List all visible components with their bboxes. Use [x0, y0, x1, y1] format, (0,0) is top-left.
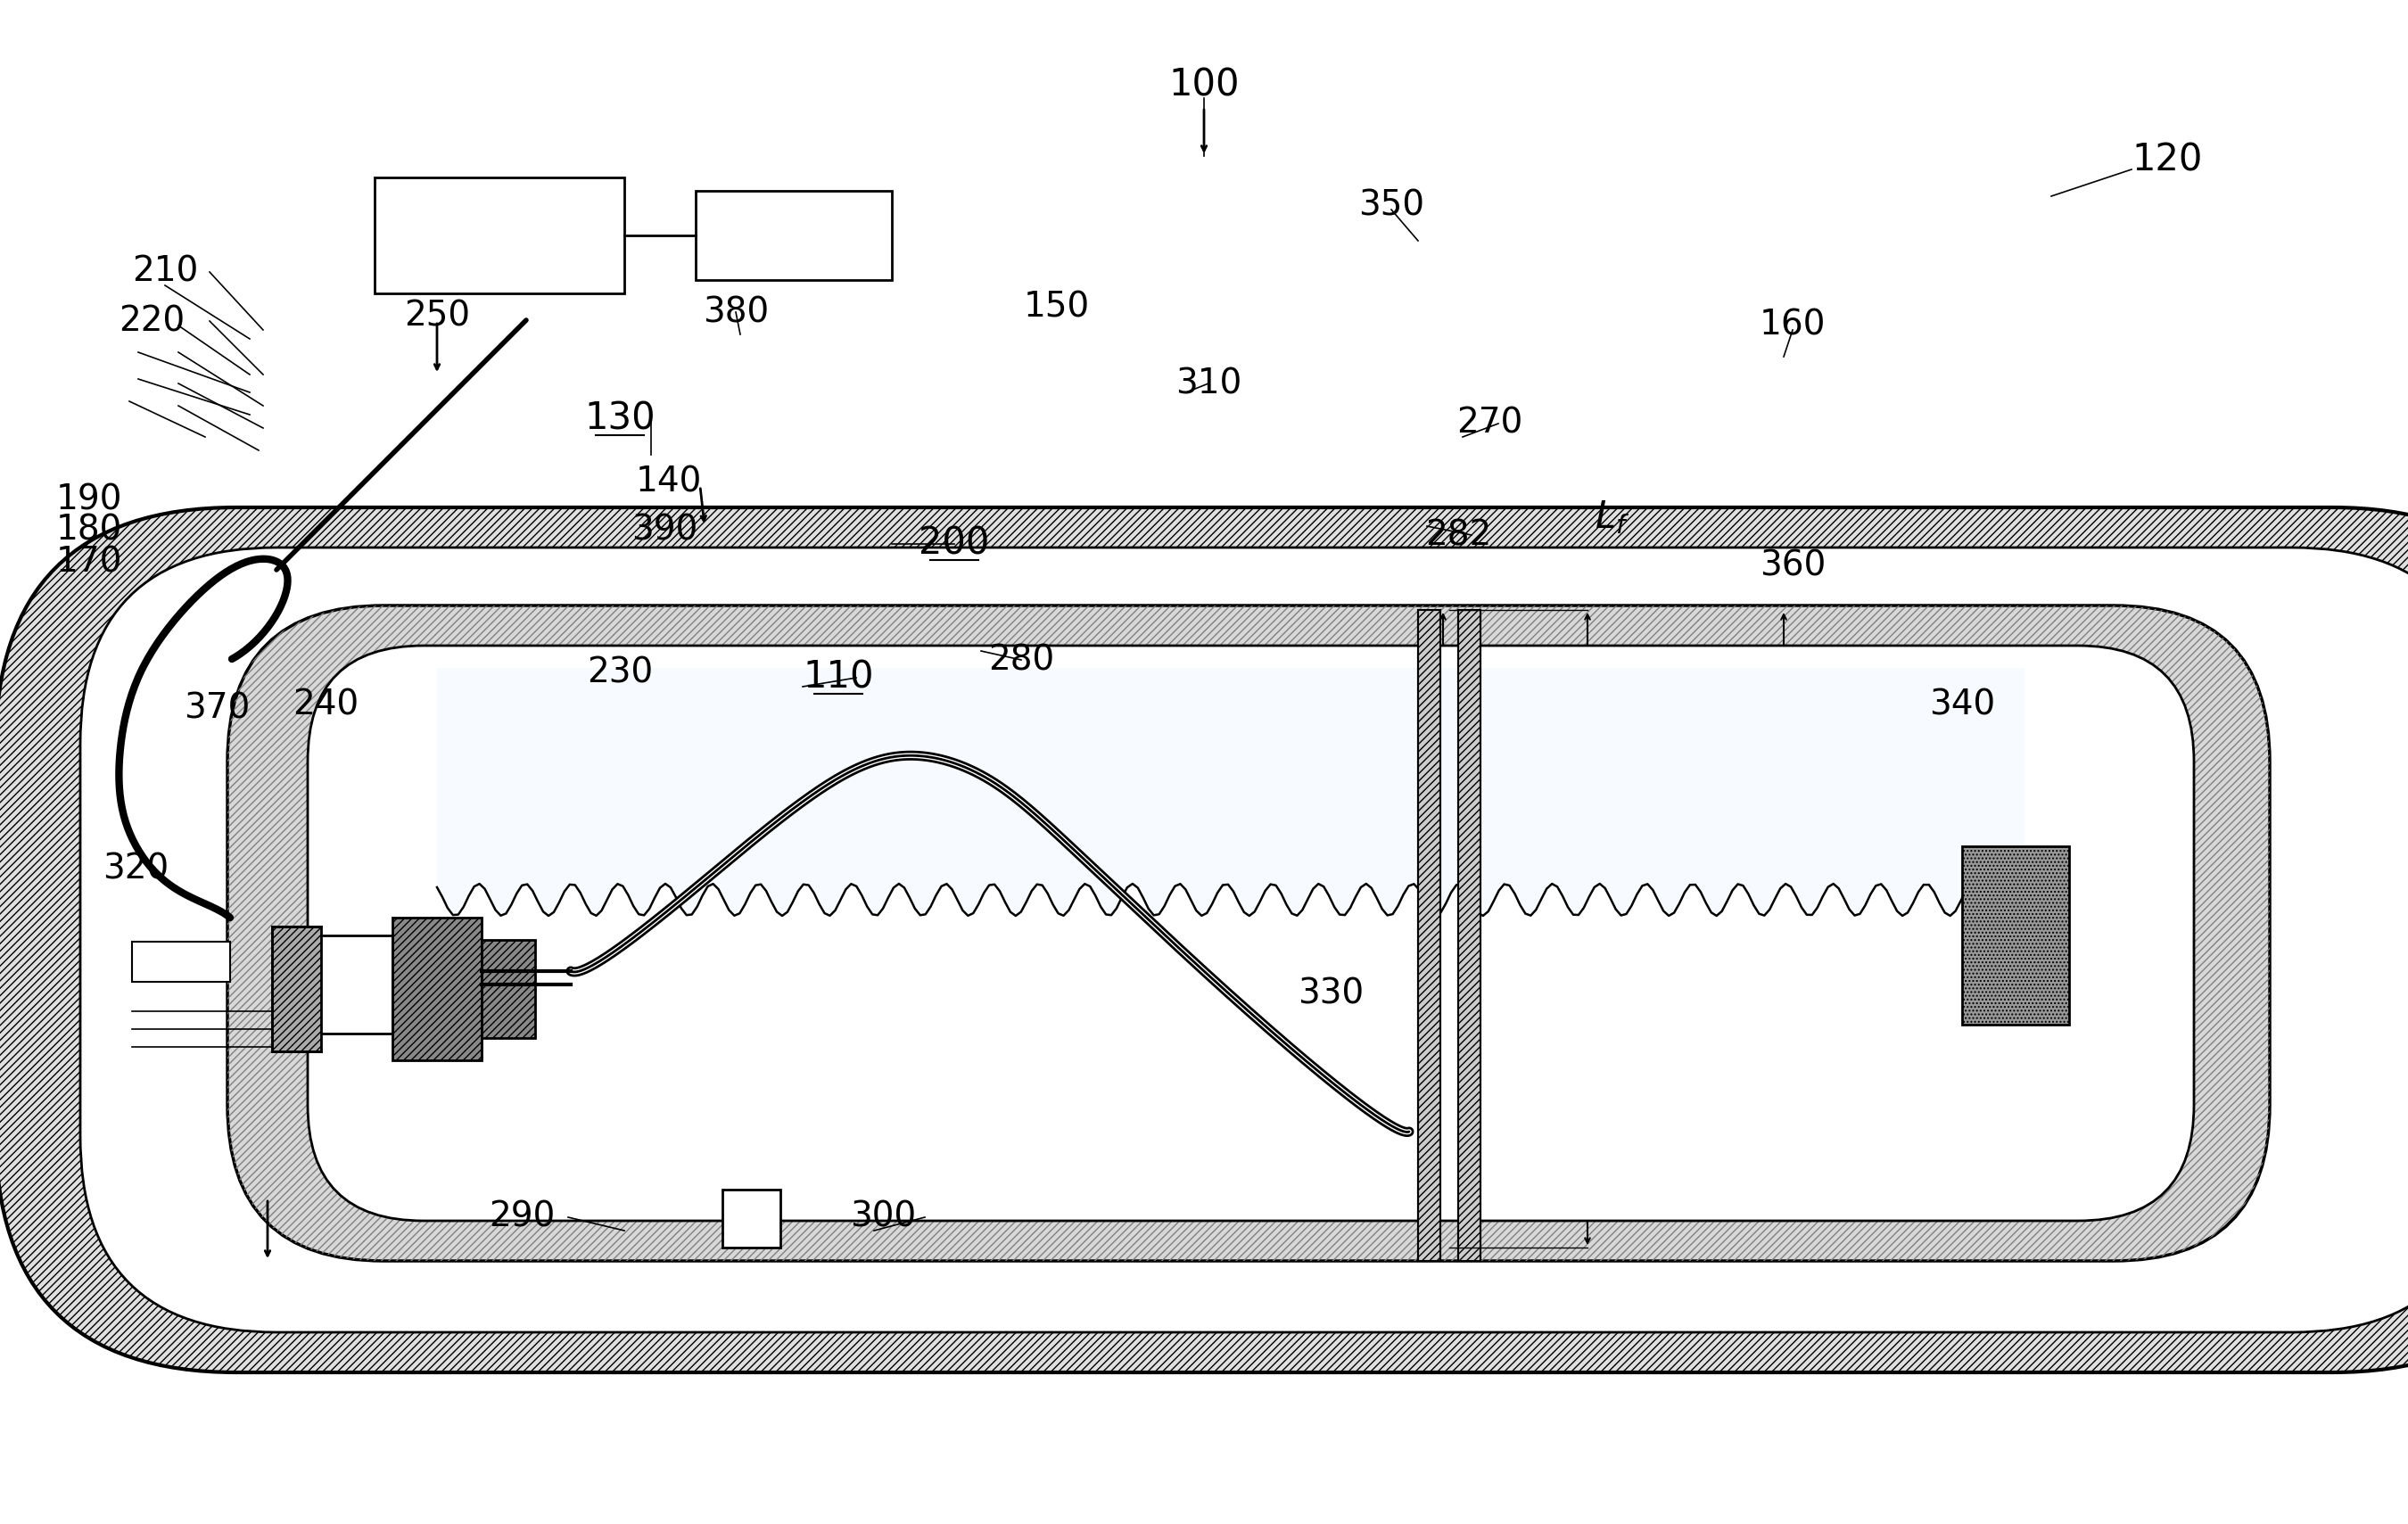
Text: $L_4$: $L_4$ [1772, 730, 1808, 768]
Bar [1459, 610, 1481, 1260]
Text: 160: 160 [1760, 308, 1825, 343]
Text: 360: 360 [1760, 549, 1825, 584]
Text: $L_e$: $L_e$ [1363, 730, 1399, 768]
Text: 100: 100 [1168, 66, 1240, 104]
Bar [1418, 610, 1440, 1260]
Text: 250: 250 [405, 300, 470, 334]
Text: 150: 150 [1023, 291, 1091, 325]
Bar [376, 177, 624, 294]
Text: 220: 220 [118, 305, 185, 338]
Bar [1963, 846, 2068, 1024]
Bar [272, 927, 320, 1052]
Text: 200: 200 [920, 526, 990, 562]
Text: 330: 330 [1298, 977, 1363, 1012]
Text: 270: 270 [1457, 407, 1522, 440]
Text: 380: 380 [703, 296, 768, 329]
Text: 240: 240 [291, 687, 359, 721]
FancyBboxPatch shape [226, 605, 2271, 1260]
Text: 350: 350 [1358, 187, 1426, 223]
Bar [482, 940, 535, 1038]
Text: 170: 170 [55, 546, 123, 579]
Bar [393, 917, 482, 1061]
Text: 310: 310 [1175, 366, 1243, 401]
Text: 130: 130 [585, 401, 655, 437]
Text: 210: 210 [132, 255, 197, 290]
Text: 290: 290 [489, 1201, 554, 1234]
Text: 370: 370 [183, 692, 250, 725]
Bar [315, 936, 393, 1033]
Text: Circuit: Circuit [455, 241, 544, 267]
Bar [132, 942, 231, 981]
Text: 190: 190 [55, 483, 123, 517]
Text: 110: 110 [802, 658, 874, 696]
Bar [722, 1190, 780, 1248]
Text: 180: 180 [55, 514, 123, 547]
Text: 120: 120 [2131, 142, 2203, 180]
Text: 282: 282 [1426, 518, 1491, 552]
Text: 280: 280 [987, 643, 1055, 677]
Bar [696, 190, 891, 280]
FancyBboxPatch shape [308, 646, 2194, 1221]
Text: 320: 320 [104, 852, 169, 887]
Text: 340: 340 [1929, 687, 1996, 721]
Text: 230: 230 [588, 657, 653, 690]
Text: Measurement: Measurement [407, 213, 592, 239]
Text: 390: 390 [631, 514, 698, 547]
Text: 140: 140 [636, 465, 703, 498]
Text: Computer: Computer [727, 223, 862, 248]
Text: $L_f$: $L_f$ [1594, 498, 1630, 536]
FancyBboxPatch shape [0, 507, 2408, 1373]
Polygon shape [436, 668, 2025, 916]
Text: 300: 300 [850, 1201, 915, 1234]
FancyBboxPatch shape [79, 547, 2408, 1332]
